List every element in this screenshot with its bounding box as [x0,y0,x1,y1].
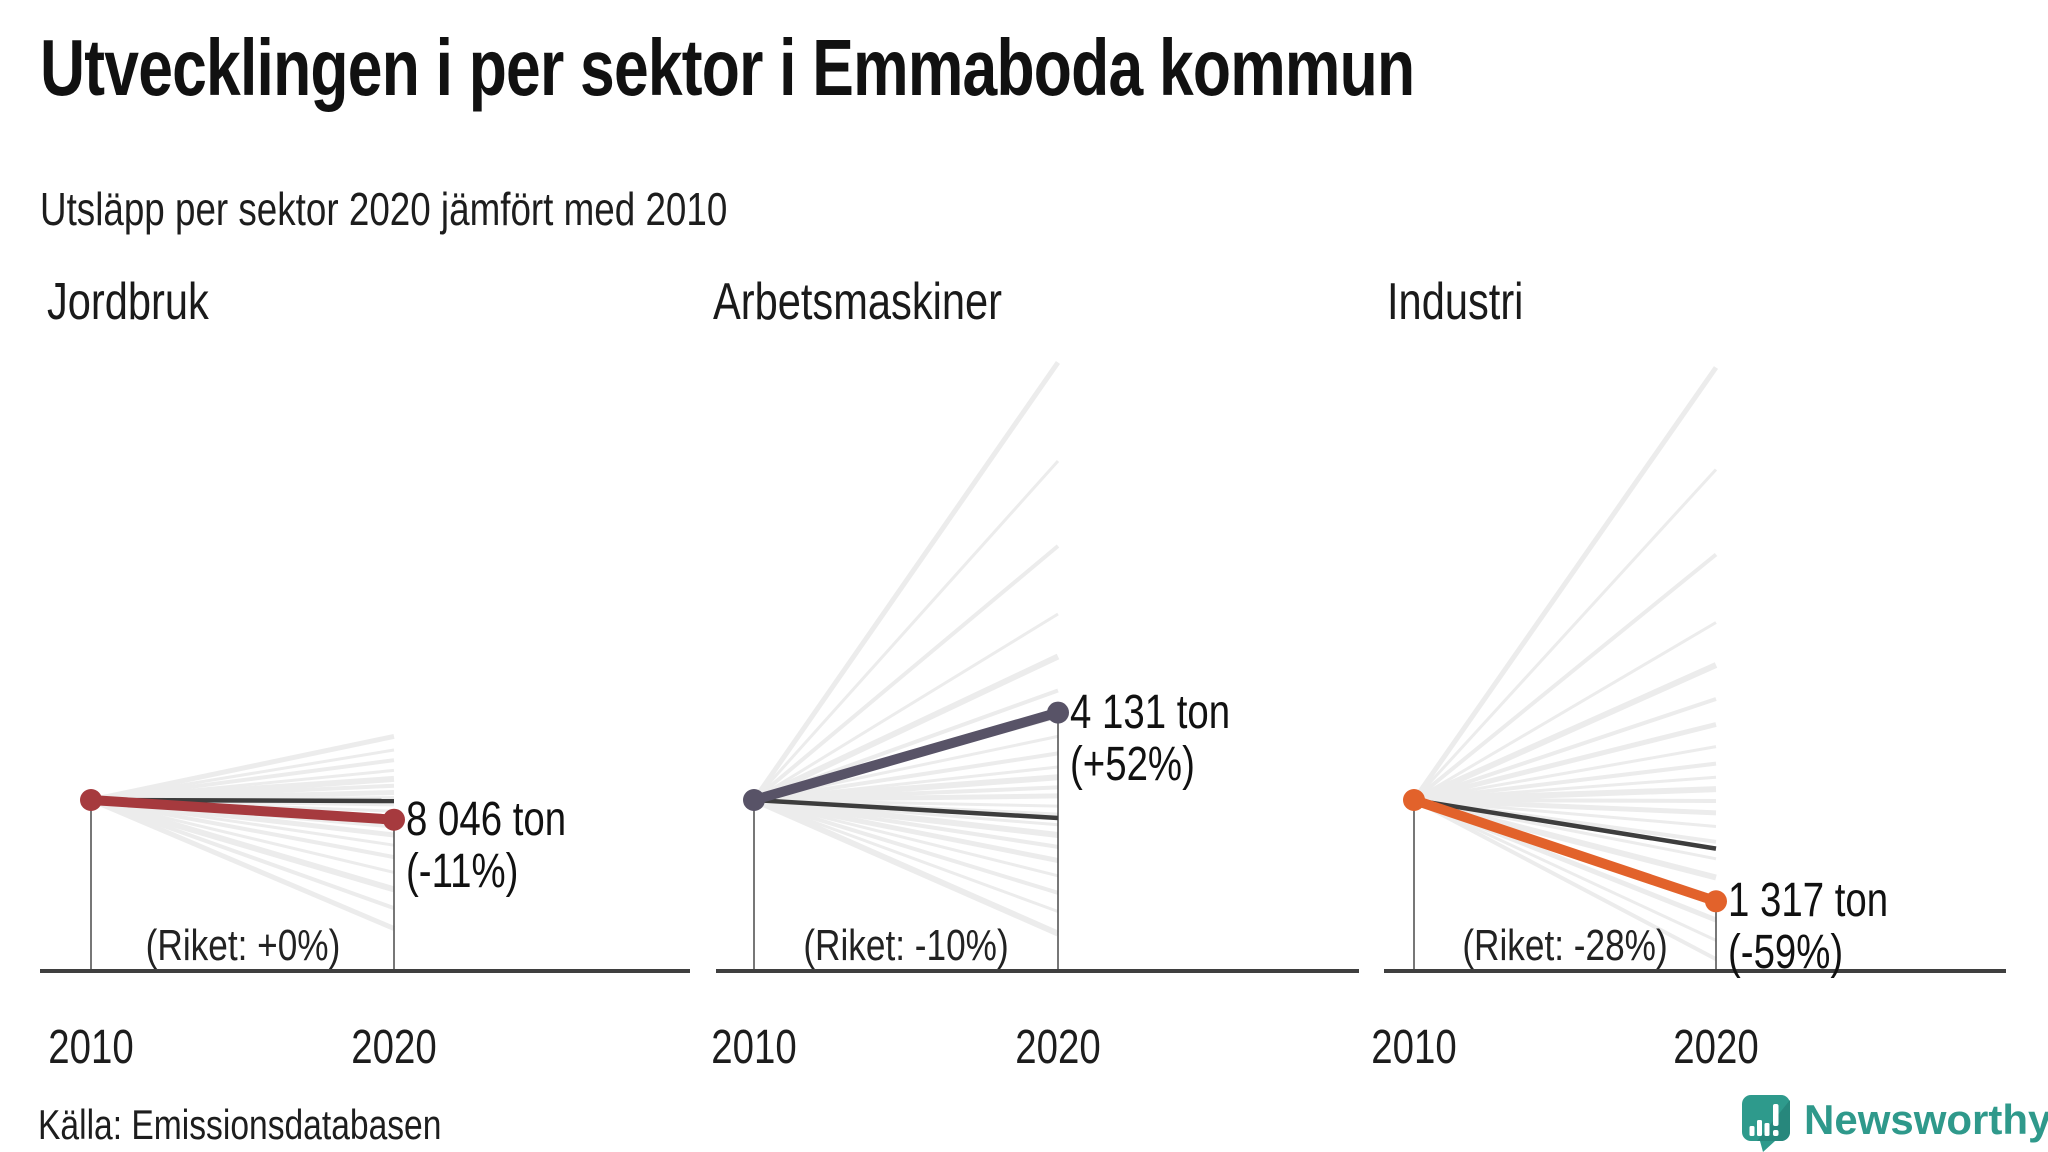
fan-line [1412,662,1718,803]
fan-line [1412,468,1718,802]
axis-year-2010: 2010 [1371,1021,1457,1074]
axis-year-2020: 2020 [351,1021,437,1074]
data-dot-2010 [80,789,102,811]
fan-line [753,793,1059,803]
fan-line [1413,745,1717,802]
data-dot-2020 [383,808,405,831]
fan-line [1413,798,1717,828]
fan-line [753,751,1059,802]
fan-line [753,612,1059,802]
speech-bubble-chart-icon [1742,1095,1790,1152]
fan-line [1413,798,1717,961]
data-dot-2010 [1403,789,1425,811]
value-label: 1 317 ton [1728,874,1889,928]
fan-line [1413,621,1717,802]
fan-line [753,798,1059,913]
fan-line [752,544,1060,802]
fan-line [1412,552,1718,802]
fan-line [753,797,1059,863]
axis-year-2020: 2020 [1673,1021,1759,1074]
fan-line [752,797,1060,937]
fan-line [1411,366,1719,802]
fan-line [90,797,395,931]
municipality-line [749,707,1063,805]
axis-year-2010: 2010 [48,1021,134,1074]
data-dot-2020 [1705,890,1727,913]
change-label: (+52%) [1070,737,1195,791]
riket-label: (Riket: -10%) [803,921,1009,970]
fan-line [90,797,395,893]
page-title: Utvecklingen i per sektor i Emmaboda kom… [40,23,1415,112]
fan-line [752,653,1060,803]
riket-line [1413,797,1717,851]
data-dot-2010 [743,789,765,811]
change-label: (-11%) [406,844,519,898]
fan-line [1413,722,1717,803]
fan-line [751,360,1061,802]
data-dot-2020 [1047,701,1069,724]
municipality-line [86,795,399,825]
logo-wordmark: Newsworthy [1804,1096,2048,1143]
axis-year-2020: 2020 [1015,1021,1101,1074]
source-label: Källa: Emissionsdatabasen [38,1101,442,1148]
fan-line [753,798,1059,895]
fan-line [90,733,395,803]
value-label: 8 046 ton [406,792,567,846]
sector-title: Arbetsmaskiner [713,273,1002,331]
riket-label: (Riket: -28%) [1462,921,1668,970]
axis-year-2010: 2010 [711,1021,797,1074]
value-label: 4 131 ton [1070,685,1231,739]
fan-line [752,459,1060,802]
fan-line [90,798,395,910]
change-label: (-59%) [1728,926,1844,980]
page-subtitle: Utsläpp per sektor 2020 jämfört med 2010 [40,183,728,235]
fan-line [90,798,395,860]
riket-label: (Riket: +0%) [145,921,340,970]
fan-line [1413,697,1717,802]
fan-line [1413,798,1717,942]
fan-line [1413,797,1717,816]
fan-line [1413,761,1717,802]
fan-line [90,758,395,802]
sector-title: Jordbruk [47,273,209,331]
municipality-line [1409,795,1721,907]
sector-title: Industri [1387,273,1524,331]
riket-line [753,797,1059,821]
fan-line [753,798,1059,878]
